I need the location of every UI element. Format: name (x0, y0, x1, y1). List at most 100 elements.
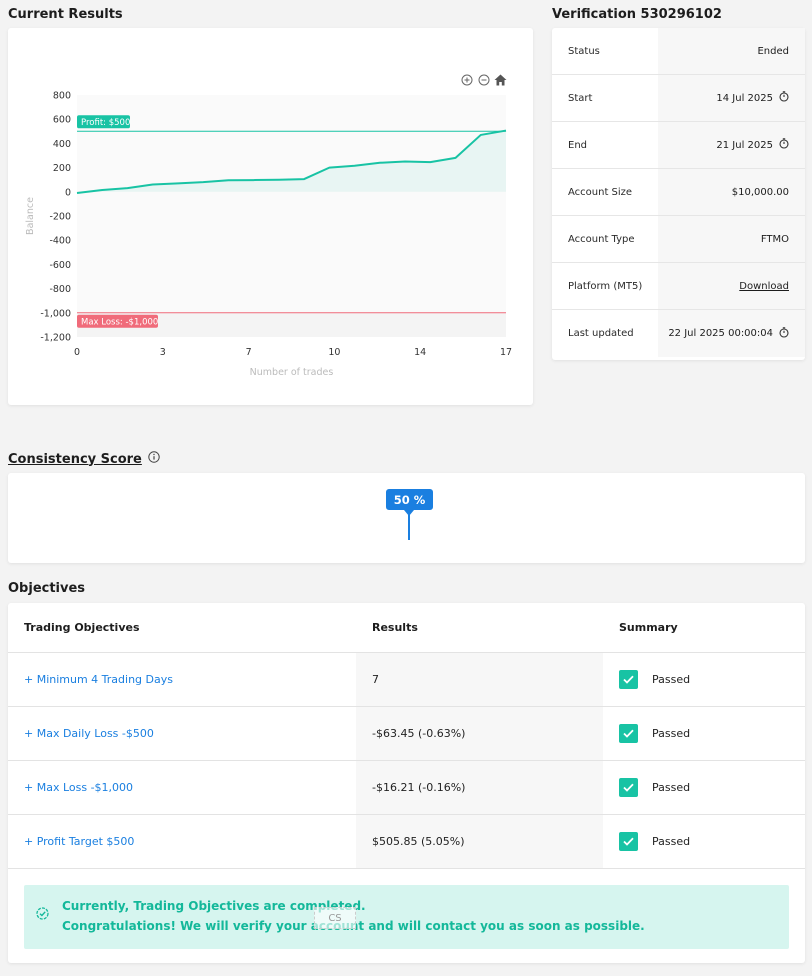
loss-badge-label: Max Loss: -$1,000 (81, 317, 158, 327)
y-tick-label: 400 (53, 139, 71, 150)
consistency-score-title[interactable]: Consistency Score (8, 451, 160, 467)
result-cell: $505.85 (5.05%) (356, 815, 603, 868)
x-tick-label: 17 (500, 347, 512, 358)
stopwatch-icon (779, 326, 789, 341)
consistency-score-label: Consistency Score (8, 451, 142, 467)
zoom-in-icon[interactable] (460, 73, 473, 86)
segment-high: 80 - 100 % (690, 522, 751, 533)
objective-link[interactable]: + Profit Target $500 (24, 835, 135, 848)
profit-badge (77, 115, 130, 129)
balance-series-line (76, 129, 507, 195)
x-tick-label: 10 (328, 347, 340, 358)
loss-badge (77, 314, 158, 328)
y-tick-label: -1,200 (40, 333, 71, 344)
balance-area (77, 130, 506, 194)
reset-home-icon[interactable] (494, 73, 507, 86)
x-tick-label: 3 (160, 347, 166, 358)
y-tick-label: -1,000 (40, 308, 71, 319)
y-tick-label: 200 (53, 163, 71, 174)
objective-link[interactable]: + Minimum 4 Trading Days (24, 673, 173, 686)
chart-toolbar (460, 73, 507, 86)
table-row: + Profit Target $500 $505.85 (5.05%) Pas… (8, 815, 805, 869)
check-icon (619, 778, 638, 797)
objective-link[interactable]: + Max Loss -$1,000 (24, 781, 134, 794)
verification-card: Status Ended Start 14 Jul 2025 End 21 Ju… (552, 28, 805, 360)
balance-chart: Profit: $500 Max Loss: -$1,000 800 600 400 20… (25, 91, 512, 379)
objectives-card: Trading Objectives Results Summary + Min… (8, 603, 805, 963)
status-value: Ended (757, 45, 789, 57)
check-icon (619, 724, 638, 743)
x-tick-label: 7 (246, 347, 252, 358)
summary-status: Passed (652, 835, 691, 848)
verified-badge-icon (36, 907, 49, 923)
start-label: Start (568, 92, 593, 104)
y-tick-label: -400 (49, 236, 71, 247)
end-value: 21 Jul 2025 (716, 139, 773, 151)
y-tick-label: -800 (49, 284, 71, 295)
cs-overlay-widget[interactable]: CS (314, 907, 356, 929)
objectives-title: Objectives (8, 581, 86, 596)
result-cell: 7 (356, 653, 603, 706)
chart-card: Profit: $500 Max Loss: -$1,000 800 600 400 20… (8, 28, 533, 405)
header-objective: Trading Objectives (24, 621, 140, 634)
y-tick-label: -600 (49, 260, 71, 271)
start-value: 14 Jul 2025 (716, 92, 773, 104)
verification-row-end: End 21 Jul 2025 (552, 122, 805, 169)
score-bubble-arrow (404, 510, 414, 516)
platform-label: Platform (MT5) (568, 280, 643, 292)
current-results-title: Current Results (8, 7, 123, 22)
account-size-label: Account Size (568, 186, 633, 198)
check-icon (619, 832, 638, 851)
account-size-value: $10,000.00 (731, 186, 789, 198)
stopwatch-icon (779, 91, 789, 105)
summary-status: Passed (652, 673, 691, 686)
profit-badge-label: Profit: $500 (81, 118, 130, 128)
verification-row-start: Start 14 Jul 2025 (552, 75, 805, 122)
notice-line-1: Currently, Trading Objectives are comple… (62, 899, 366, 913)
x-axis-title: Number of trades (250, 367, 334, 378)
account-type-label: Account Type (568, 233, 635, 245)
completion-notice: Currently, Trading Objectives are comple… (24, 885, 789, 949)
summary-status: Passed (652, 781, 691, 794)
y-tick-label: -200 (49, 212, 71, 223)
y-tick-label: 600 (53, 115, 71, 126)
header-summary: Summary (619, 621, 678, 634)
verification-row-account-size: Account Size $10,000.00 (552, 169, 805, 216)
zoom-out-icon[interactable] (477, 73, 490, 86)
objective-link[interactable]: + Max Daily Loss -$500 (24, 727, 154, 740)
stopwatch-icon (779, 138, 789, 152)
table-row: + Max Loss -$1,000 -$16.21 (-0.16%) Pass… (8, 761, 805, 815)
status-label: Status (568, 45, 600, 57)
result-cell: -$63.45 (-0.63%) (356, 707, 603, 760)
segment-mid: 30 - 80 % (499, 522, 552, 533)
account-type-value: FTMO (760, 233, 789, 245)
info-icon[interactable] (148, 451, 160, 467)
score-marker-line (408, 513, 410, 540)
last-updated-label: Last updated (568, 328, 634, 339)
x-tick-label: 0 (74, 347, 80, 358)
result-cell: -$16.21 (-0.16%) (356, 761, 603, 814)
check-icon (619, 670, 638, 689)
verification-title: Verification 530296102 (552, 7, 722, 22)
header-results: Results (372, 621, 418, 634)
plot-area (77, 95, 506, 337)
y-axis-title: Balance (25, 197, 36, 235)
segment-low: 0 - 30 % (109, 522, 155, 533)
verification-row-last-updated: Last updated 22 Jul 2025 00:00:04 (552, 310, 805, 357)
end-label: End (568, 139, 588, 151)
objectives-table-header: Trading Objectives Results Summary (8, 603, 805, 653)
verification-row-status: Status Ended (552, 28, 805, 75)
table-row: + Minimum 4 Trading Days 7 Passed (8, 653, 805, 707)
x-tick-label: 14 (414, 347, 426, 358)
y-tick-label: 0 (65, 187, 71, 198)
download-link[interactable]: Download (739, 280, 789, 292)
consistency-card: 0 - 30 % 30 - 80 % 80 - 100 % 50 % (8, 473, 805, 563)
last-updated-value: 22 Jul 2025 00:00:04 (668, 328, 773, 339)
table-row: + Max Daily Loss -$500 -$63.45 (-0.63%) … (8, 707, 805, 761)
summary-status: Passed (652, 727, 691, 740)
y-tick-label: 800 (53, 91, 71, 102)
segment-mid-filled (250, 516, 409, 539)
verification-row-account-type: Account Type FTMO (552, 216, 805, 263)
verification-row-platform: Platform (MT5) Download (552, 263, 805, 310)
score-bubble: 50 % (386, 489, 433, 510)
